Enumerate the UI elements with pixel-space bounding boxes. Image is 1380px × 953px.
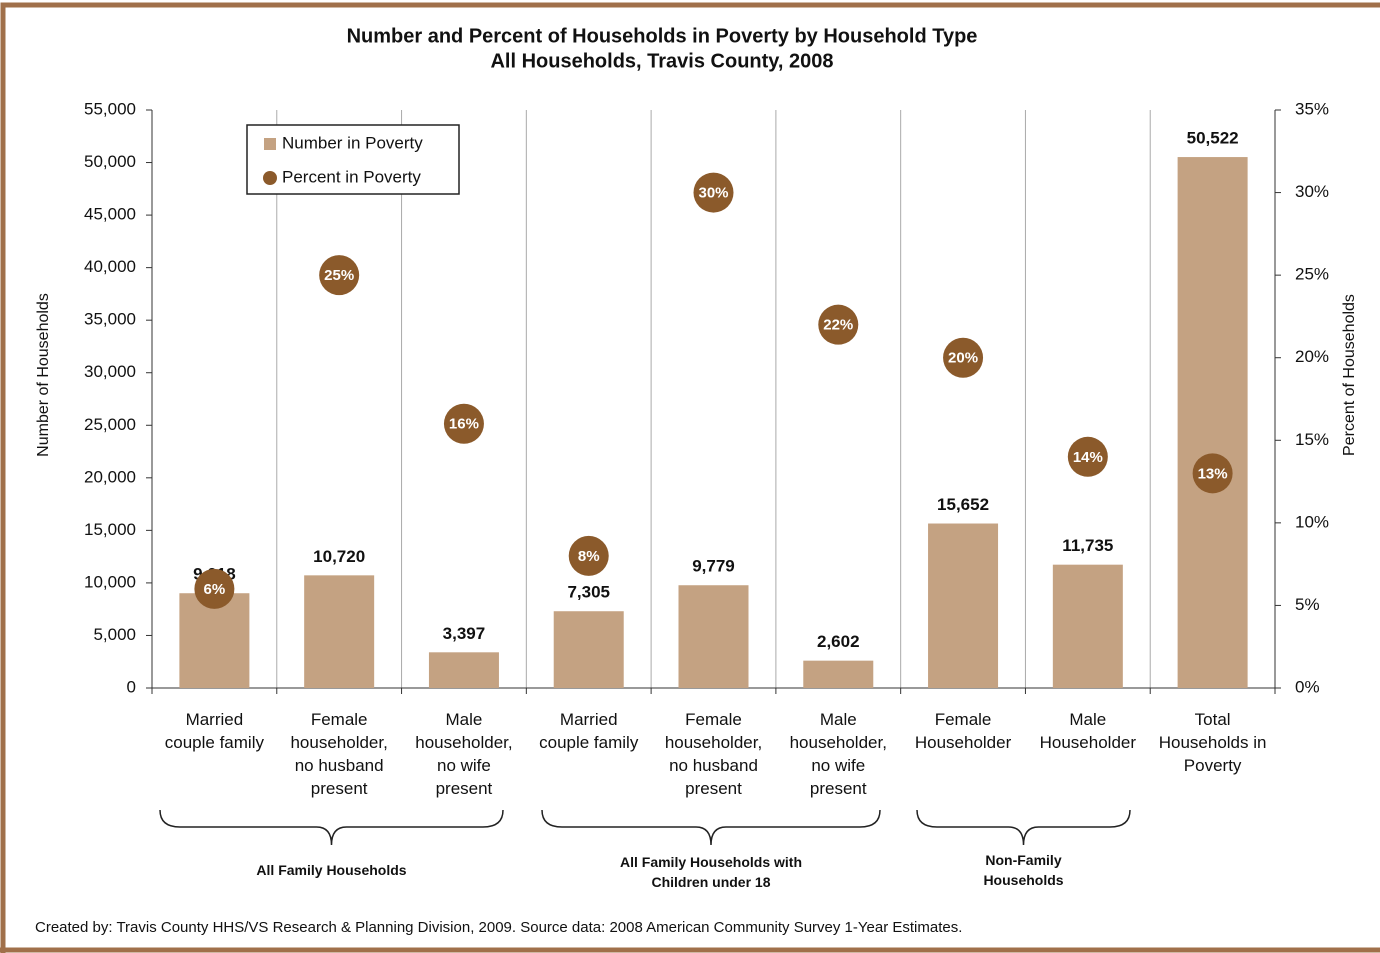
bar [928, 523, 999, 688]
bar [803, 660, 874, 688]
percent-dot [818, 304, 859, 345]
y2-tick-label: 25% [1295, 265, 1329, 284]
y-tick-label: 55,000 [84, 99, 136, 118]
y2-tick-label: 5% [1295, 595, 1320, 614]
bar [678, 585, 749, 688]
x-tick-label: Male householder, no wife present [415, 710, 513, 798]
legend-swatch [263, 171, 277, 185]
dot-label: 20% [948, 350, 978, 367]
y2-tick-label: 20% [1295, 347, 1329, 366]
y-tick-label: 10,000 [84, 572, 136, 591]
percent-dot [443, 403, 484, 444]
y2-axis-label: Percent of Households [1341, 294, 1358, 456]
legend-label: Percent in Poverty [282, 167, 421, 186]
x-tick-label: Total Households in Poverty [1158, 710, 1267, 775]
x-tick-label: Married couple family [164, 710, 264, 752]
data-label: 11,735 [1062, 536, 1113, 555]
bar [304, 575, 375, 688]
y-tick-label: 40,000 [84, 257, 136, 276]
dot-label: 8% [578, 548, 600, 565]
percent-dot [1192, 453, 1233, 494]
group-label: All Family Households [256, 862, 407, 878]
y-tick-label: 0 [127, 677, 136, 696]
percent-dot [568, 535, 609, 576]
chart-subtitle: All Households, Travis County, 2008 [490, 50, 833, 72]
y-tick-label: 35,000 [84, 310, 136, 329]
dot-label: 14% [1073, 449, 1103, 466]
group-label: Non-Family Households [983, 852, 1064, 888]
percent-dot [693, 172, 734, 213]
y2-tick-label: 35% [1295, 99, 1329, 118]
legend-swatch [264, 138, 276, 150]
x-tick-label: Female householder, no husband present [290, 710, 388, 798]
x-tick-label: Female Householder [914, 710, 1012, 752]
y-tick-label: 20,000 [84, 467, 136, 486]
percent-dot [319, 255, 360, 296]
group-brace [159, 809, 504, 846]
x-tick-label: Married couple family [539, 710, 639, 752]
chart-title: Number and Percent of Households in Pove… [347, 25, 978, 47]
data-label: 10,720 [313, 547, 365, 566]
bar [1177, 157, 1248, 689]
y2-tick-label: 30% [1295, 182, 1329, 201]
dot-label: 6% [204, 581, 226, 598]
legend-label: Number in Poverty [282, 133, 423, 152]
group-label: All Family Households with Children unde… [619, 854, 803, 890]
dot-label: 22% [823, 317, 853, 334]
y-tick-label: 45,000 [84, 205, 136, 224]
y2-tick-label: 10% [1295, 512, 1329, 531]
dot-label: 25% [324, 267, 354, 284]
data-label: 7,305 [567, 583, 610, 602]
source-note: Created by: Travis County HHS/VS Researc… [35, 919, 962, 936]
percent-dot [1067, 436, 1108, 477]
group-brace [541, 809, 881, 846]
y-tick-label: 25,000 [84, 415, 136, 434]
dot-label: 16% [449, 416, 479, 433]
bar [179, 593, 250, 688]
y-axis-label: Number of Households [35, 293, 52, 457]
data-label: 9,779 [692, 557, 735, 576]
data-label: 2,602 [817, 632, 860, 651]
group-brace [916, 809, 1131, 846]
y-tick-label: 5,000 [93, 625, 136, 644]
data-label: 15,652 [937, 495, 989, 514]
y2-tick-label: 15% [1295, 430, 1329, 449]
x-tick-label: Male Householder [1039, 710, 1137, 752]
dot-label: 13% [1198, 465, 1228, 482]
bar [428, 652, 499, 688]
y-tick-label: 15,000 [84, 520, 136, 539]
data-label: 50,522 [1187, 129, 1239, 148]
data-label: 3,397 [443, 624, 486, 643]
bar [1052, 564, 1123, 688]
x-tick-label: Male householder, no wife present [789, 710, 887, 798]
y-tick-label: 30,000 [84, 362, 136, 381]
bar [553, 611, 624, 688]
percent-dot [943, 337, 984, 378]
y2-tick-label: 0% [1295, 677, 1320, 696]
legend-box [246, 124, 460, 195]
percent-dot [194, 568, 235, 609]
x-tick-label: Female householder, no husband present [664, 710, 763, 798]
dot-label: 30% [698, 185, 728, 202]
y-tick-label: 50,000 [84, 152, 136, 171]
